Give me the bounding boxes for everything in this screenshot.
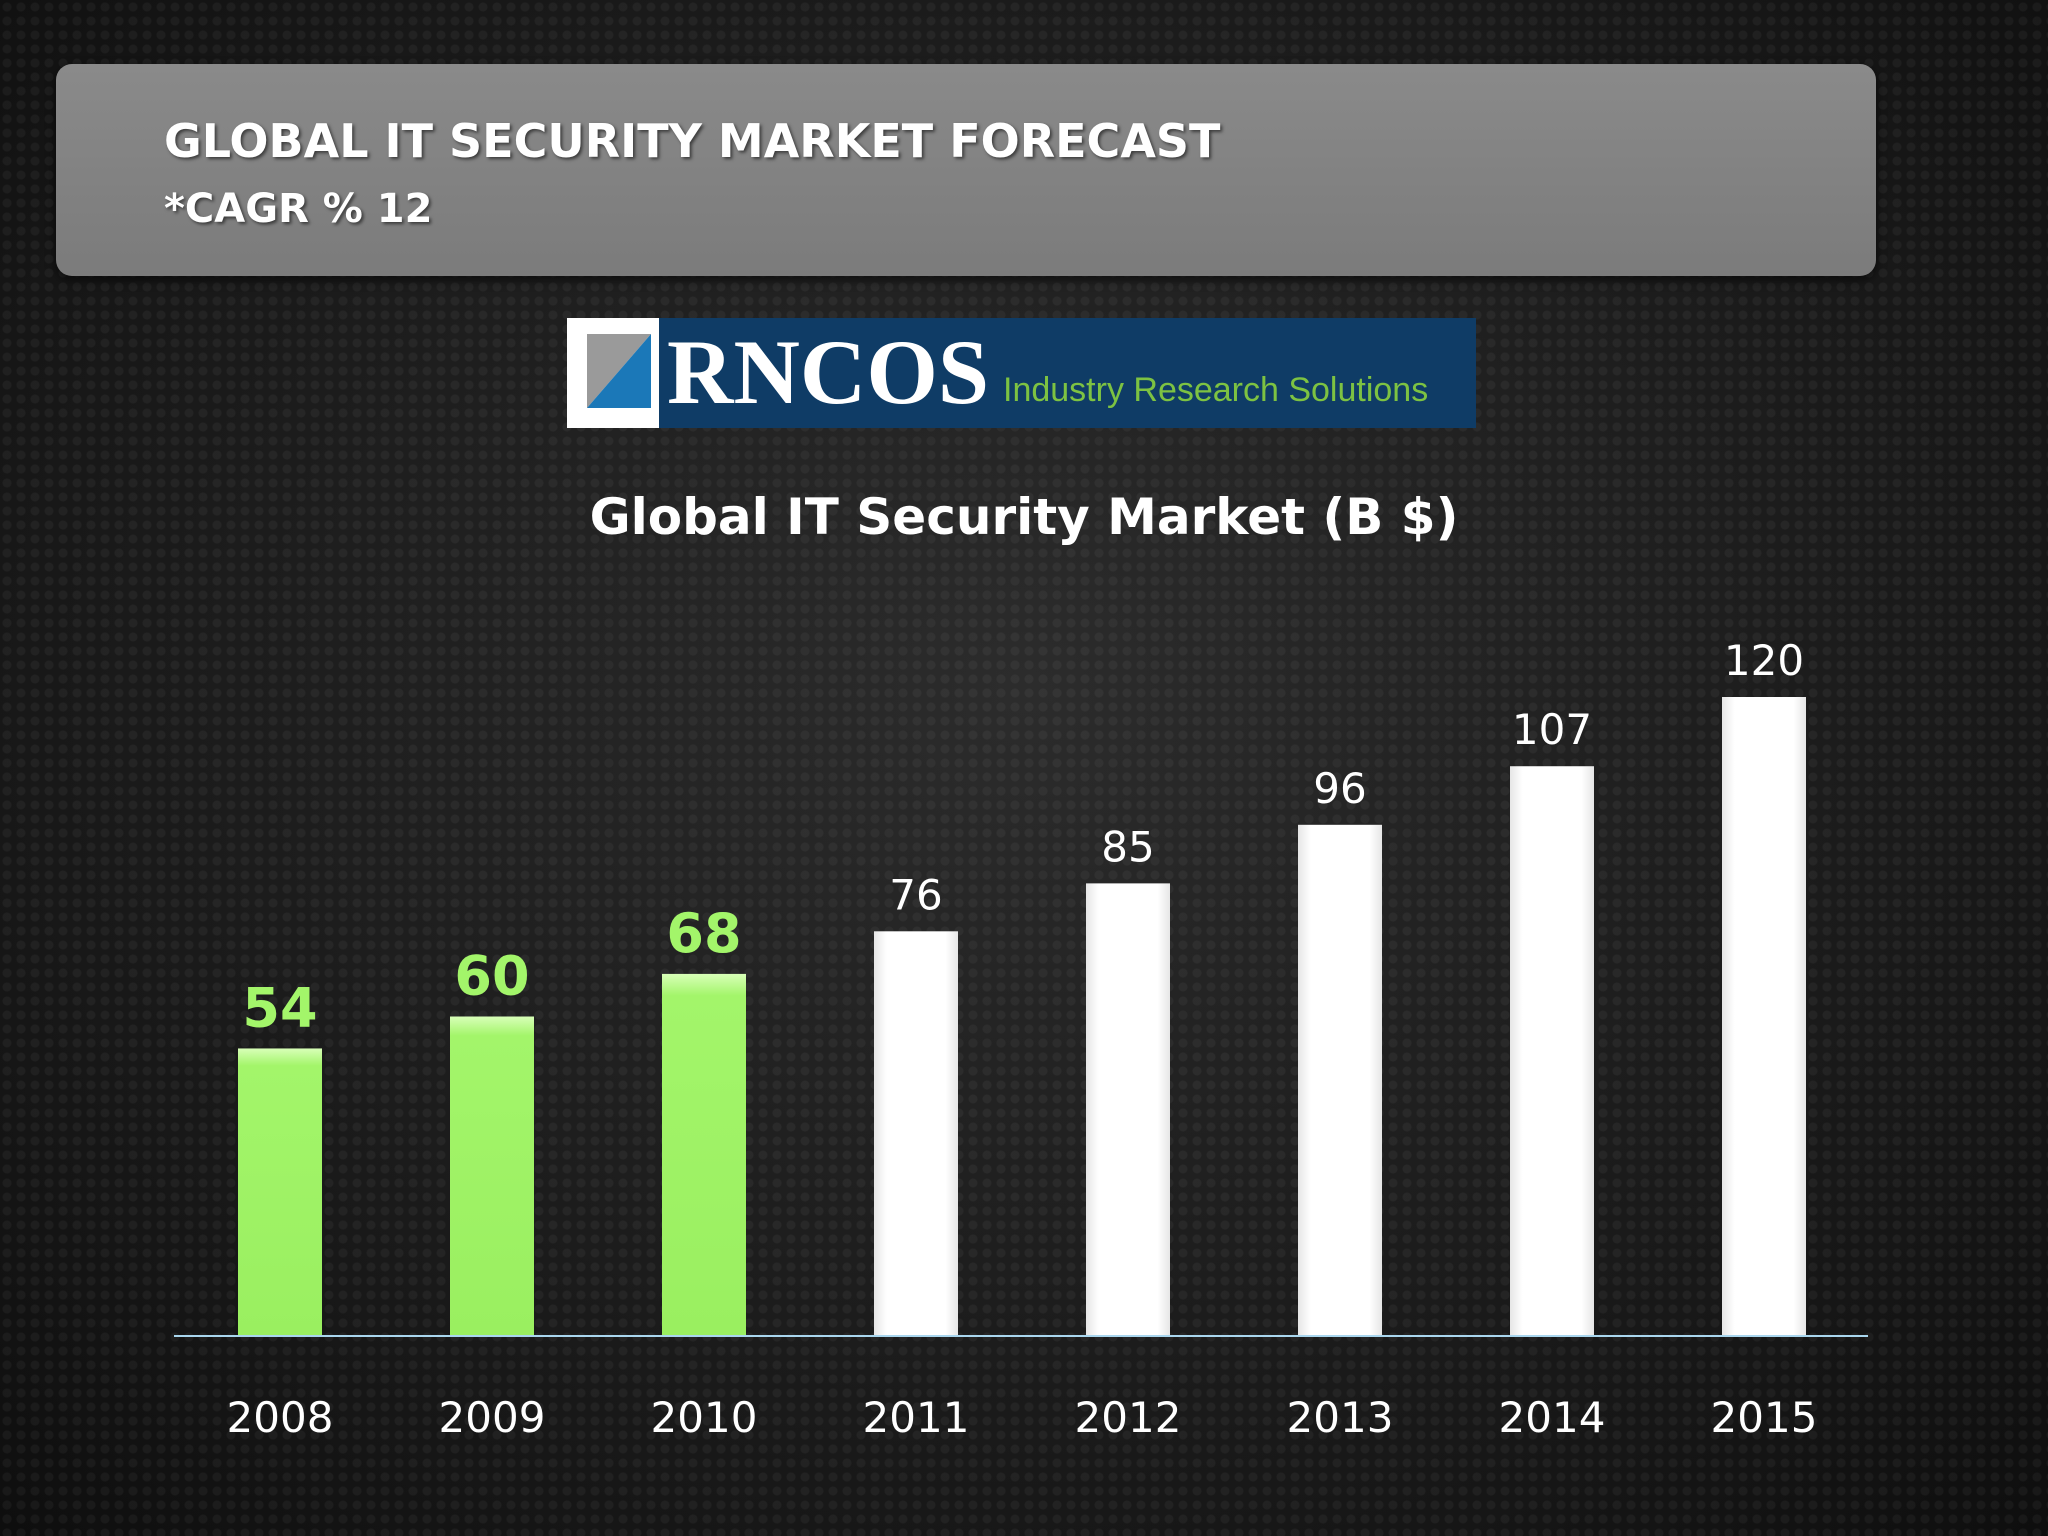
bar-2014 [1510, 766, 1594, 1336]
x-tick-label-2008: 2008 [227, 1393, 334, 1442]
data-label-2009: 60 [454, 945, 529, 1008]
x-tick-label-2013: 2013 [1287, 1393, 1394, 1442]
bar-2009 [450, 1016, 534, 1336]
x-tick-label-2014: 2014 [1499, 1393, 1606, 1442]
rncos-logo: RNCOS Industry Research Solutions [567, 318, 1476, 428]
x-tick-label-2009: 2009 [439, 1393, 546, 1442]
logo-name: RNCOS [667, 321, 990, 423]
bar-2013 [1298, 824, 1382, 1336]
x-tick-label-2010: 2010 [651, 1393, 758, 1442]
slide-subtitle: *CAGR % 12 [164, 186, 433, 232]
data-label-2011: 76 [889, 870, 942, 919]
logo-tagline: Industry Research Solutions [1003, 371, 1429, 409]
bar-2008 [238, 1048, 322, 1336]
data-label-2014: 107 [1512, 705, 1592, 754]
bar-2015 [1722, 697, 1806, 1336]
bar-2011 [874, 931, 958, 1336]
data-label-2012: 85 [1101, 822, 1154, 871]
chart-title: Global IT Security Market (B $) [589, 488, 1459, 546]
x-tick-label-2015: 2015 [1711, 1393, 1818, 1442]
bar-2010 [662, 973, 746, 1336]
logo-mark-icon [567, 318, 659, 428]
x-tick-label-2012: 2012 [1075, 1393, 1182, 1442]
data-label-2010: 68 [666, 902, 741, 965]
data-label-2013: 96 [1313, 764, 1366, 813]
bar-2012 [1086, 883, 1170, 1336]
header-panel: GLOBAL IT SECURITY MARKET FORECAST *CAGR… [56, 64, 1876, 276]
slide-title: GLOBAL IT SECURITY MARKET FORECAST [164, 114, 1221, 168]
data-label-2008: 54 [242, 976, 317, 1039]
x-tick-label-2011: 2011 [863, 1393, 970, 1442]
data-label-2015: 120 [1724, 636, 1804, 685]
